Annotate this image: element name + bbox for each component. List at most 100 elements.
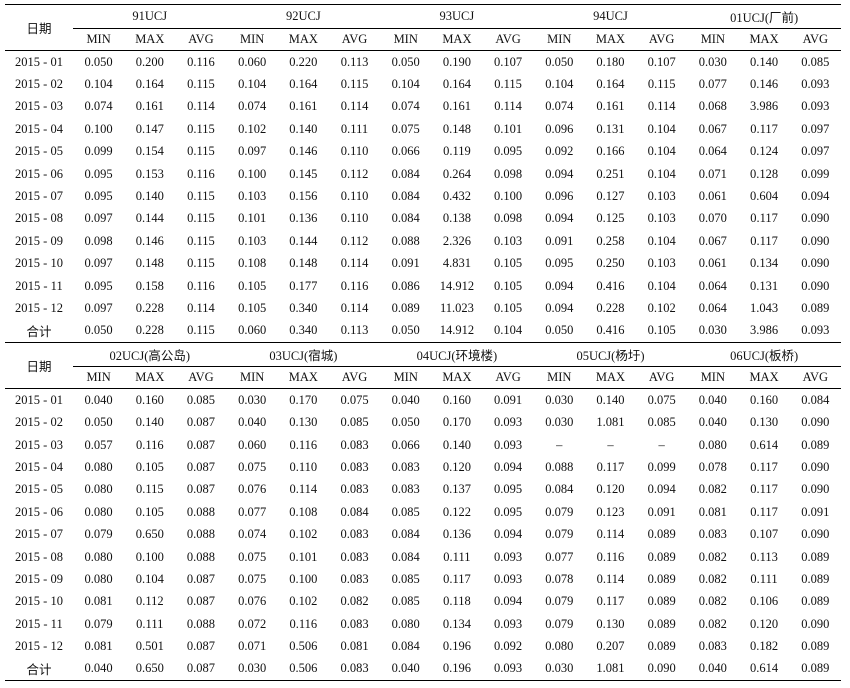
table-cell: 0.067: [698, 121, 727, 136]
table-cell: 0.040: [698, 392, 727, 407]
table-cell: 0.105: [135, 504, 164, 519]
table-row: 合计 0.040 0.650 0.087 0.030 0.506 0.083 0.040 0.1…: [5, 658, 841, 681]
table-cell: 3.986: [749, 99, 779, 114]
row-date: 2015 - 08: [15, 549, 63, 564]
table-cell: 0.107: [494, 54, 523, 69]
table-cell: 0.074: [84, 99, 113, 114]
table-cell: 0.040: [238, 415, 267, 430]
table-cell: 0.108: [238, 256, 267, 271]
table-cell: 0.116: [289, 437, 318, 452]
table-cell: 0.077: [698, 77, 727, 92]
table-cell: 0.050: [545, 323, 574, 338]
table-row: 2015 - 06 0.080 0.105 0.088 0.077 0.108 0.084 0…: [5, 501, 841, 523]
metric-header: MAX: [595, 370, 626, 385]
table-row: 2015 - 04 0.080 0.105 0.087 0.075 0.110 0.083 0…: [5, 456, 841, 478]
table-rule: [5, 342, 841, 344]
table-cell: 0.070: [698, 211, 727, 226]
table-cell: 0.140: [135, 189, 164, 204]
table-cell: 0.112: [340, 166, 369, 181]
table-cell: 0.097: [84, 211, 113, 226]
table-cell: 0.091: [647, 504, 676, 519]
table-cell: 0.083: [340, 661, 369, 676]
table-cell: 0.112: [340, 233, 369, 248]
table-cell: 0.103: [647, 189, 676, 204]
table-cell: –: [658, 437, 665, 452]
table-cell: 0.080: [545, 639, 574, 654]
table-cell: 0.084: [545, 482, 574, 497]
table-cell: 0.040: [698, 661, 727, 676]
table-cell: 0.614: [749, 437, 779, 452]
table-cell: 0.087: [186, 571, 216, 586]
table-cell: 0.079: [84, 527, 113, 542]
table-cell: 0.090: [801, 278, 830, 293]
table-cell: 0.118: [443, 594, 471, 609]
table-row: 2015 - 05 0.080 0.115 0.087 0.076 0.114 0.083 0…: [5, 479, 841, 501]
table-cell: 0.177: [289, 278, 318, 293]
table-cell: 0.075: [391, 121, 420, 136]
table-cell: 0.114: [340, 256, 369, 271]
table-cell: 0.164: [596, 77, 625, 92]
table-cell: 0.125: [596, 211, 625, 226]
table-cell: 0.076: [238, 594, 267, 609]
table-cell: 0.094: [545, 166, 574, 181]
table-cell: 0.089: [647, 571, 676, 586]
table-cell: 0.064: [698, 278, 727, 293]
table-cell: 0.102: [289, 527, 318, 542]
table-cell: 0.105: [238, 278, 267, 293]
table-cell: 0.114: [596, 527, 625, 542]
table-cell: 0.089: [801, 571, 830, 586]
table-cell: 0.144: [135, 211, 164, 226]
table-rule: [5, 50, 841, 51]
table-cell: 0.614: [749, 661, 779, 676]
table-cell: 0.083: [340, 437, 369, 452]
table-cell: 0.083: [391, 459, 420, 474]
table-cell: 11.023: [439, 300, 474, 315]
table-cell: 0.089: [801, 594, 830, 609]
table-cell: 0.094: [545, 278, 574, 293]
table-cell: 0.137: [442, 482, 471, 497]
table-cell: 0.075: [340, 392, 369, 407]
table-cell: 0.105: [647, 323, 676, 338]
table-cell: 0.050: [391, 54, 420, 69]
table-cell: 0.078: [545, 571, 574, 586]
row-date: 2015 - 02: [15, 77, 63, 92]
table-cell: 0.102: [289, 594, 318, 609]
table-cell: 0.093: [494, 571, 523, 586]
data-table-container: 日期 91UCJ 92UCJ 93UCJ 94UCJ 01UCJ(厂前) MIN MAX AVG…: [5, 4, 841, 682]
table-cell: 0.220: [289, 54, 318, 69]
table-cell: 0.119: [443, 144, 471, 159]
metric-header: MIN: [547, 32, 572, 46]
table-cell: 0.140: [135, 415, 164, 430]
row-date: 2015 - 03: [15, 99, 63, 114]
station-header: 02UCJ(高公岛): [73, 343, 227, 368]
table-cell: 0.140: [596, 392, 625, 407]
table-cell: 0.251: [596, 166, 625, 181]
table-cell: 0.116: [340, 278, 369, 293]
table-cell: 0.060: [238, 323, 267, 338]
table-cell: 0.114: [494, 99, 522, 114]
table-cell: 0.145: [289, 166, 318, 181]
row-date: 2015 - 12: [15, 639, 63, 654]
table-cell: 0.094: [545, 211, 574, 226]
table-cell: 0.114: [596, 571, 625, 586]
table-cell: 0.094: [545, 300, 574, 315]
table-cell: 0.095: [84, 166, 113, 181]
table-cell: 0.066: [391, 437, 420, 452]
table-cell: 0.090: [801, 256, 830, 271]
table-cell: 0.115: [135, 482, 164, 497]
table-cell: 0.170: [289, 392, 318, 407]
table-cell: 1.081: [596, 415, 625, 430]
table-cell: 0.146: [749, 77, 779, 92]
table-cell: 0.104: [391, 77, 420, 92]
metric-header: MAX: [749, 32, 779, 46]
table-cell: 0.087: [186, 415, 216, 430]
table-row: 2015 - 08 0.097 0.144 0.115 0.101 0.136 0.110 0…: [5, 208, 841, 230]
table-cell: 4.831: [442, 256, 471, 271]
table-cell: 0.160: [135, 392, 164, 407]
table-row: 2015 - 12 0.097 0.228 0.114 0.105 0.340 0.114 0…: [5, 297, 841, 319]
table-cell: 0.079: [545, 504, 574, 519]
metric-header: MAX: [135, 370, 165, 385]
table-cell: 0.077: [238, 504, 267, 519]
metric-header: MIN: [393, 32, 418, 46]
table-cell: 0.082: [698, 616, 727, 631]
